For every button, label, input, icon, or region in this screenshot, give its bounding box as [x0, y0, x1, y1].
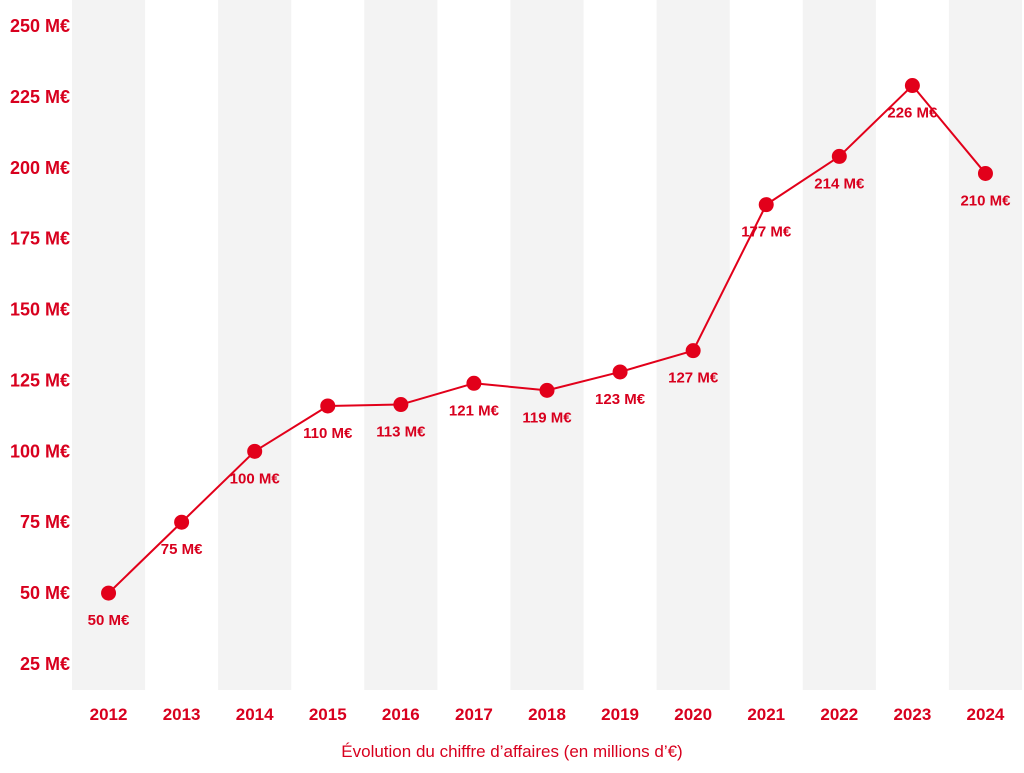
data-point — [466, 375, 482, 391]
column-band — [510, 0, 584, 690]
data-label: 119 M€ — [522, 409, 572, 426]
x-tick-label: 2013 — [163, 705, 201, 724]
data-label: 100 M€ — [230, 470, 281, 487]
x-tick-label: 2014 — [236, 705, 274, 724]
data-label: 226 M€ — [887, 105, 938, 122]
data-label: 127 M€ — [668, 370, 719, 387]
y-tick-label: 100 M€ — [10, 441, 70, 461]
data-point — [831, 148, 847, 164]
x-tick-label: 2017 — [455, 705, 493, 724]
y-tick-label: 225 M€ — [10, 87, 70, 107]
column-band — [948, 0, 1022, 690]
data-label: 214 M€ — [814, 175, 865, 192]
x-tick-label: 2012 — [90, 705, 128, 724]
column-band — [72, 0, 146, 690]
data-label: 75 M€ — [161, 541, 203, 558]
data-label: 121 M€ — [449, 402, 500, 419]
y-axis-tick-labels: 25 M€ 50 M€ 75 M€ 100 M€ 125 M€ 150 M€ 175 M€ 2… — [10, 16, 70, 674]
y-tick-label: 250 M€ — [10, 16, 70, 36]
data-point — [101, 585, 117, 601]
x-tick-label: 2019 — [601, 705, 639, 724]
data-point — [393, 397, 409, 413]
data-point — [320, 398, 336, 414]
data-point — [904, 78, 920, 94]
x-tick-label: 2022 — [820, 705, 858, 724]
data-point — [174, 514, 190, 530]
data-label: 50 M€ — [88, 612, 130, 629]
x-axis-tick-labels: 2012 2013 2014 2015 2016 2017 2018 2019 2020 2021… — [90, 705, 1005, 724]
data-label: 177 M€ — [741, 224, 792, 241]
chart-caption: Évolution du chiffre d’affaires (en mill… — [341, 742, 682, 761]
data-point — [977, 165, 993, 181]
data-point — [612, 364, 628, 380]
y-tick-label: 175 M€ — [10, 229, 70, 249]
column-bands — [72, 0, 1022, 690]
column-band — [802, 0, 876, 690]
y-tick-label: 150 M€ — [10, 300, 70, 320]
x-tick-label: 2015 — [309, 705, 347, 724]
data-label: 210 M€ — [960, 192, 1011, 209]
data-label: 113 M€ — [376, 424, 426, 441]
data-point — [247, 443, 263, 459]
y-tick-label: 75 M€ — [20, 512, 70, 532]
data-label: 110 M€ — [303, 425, 353, 442]
data-point — [758, 197, 774, 213]
x-tick-label: 2021 — [747, 705, 785, 724]
y-tick-label: 200 M€ — [10, 158, 70, 178]
x-tick-label: 2024 — [967, 705, 1005, 724]
column-band — [364, 0, 438, 690]
x-tick-label: 2016 — [382, 705, 420, 724]
x-tick-label: 2018 — [528, 705, 566, 724]
data-points — [101, 78, 993, 601]
data-labels: 50 M€ 75 M€ 100 M€ 110 M€ 113 M€ 121 M€ 119 M€… — [88, 105, 1011, 630]
y-tick-label: 25 M€ — [20, 654, 70, 674]
y-tick-label: 50 M€ — [20, 583, 70, 603]
x-tick-label: 2023 — [893, 705, 931, 724]
data-point — [539, 382, 555, 398]
data-label: 123 M€ — [595, 391, 646, 408]
y-tick-label: 125 M€ — [10, 370, 70, 390]
x-tick-label: 2020 — [674, 705, 712, 724]
column-band — [218, 0, 292, 690]
data-point — [685, 343, 701, 359]
